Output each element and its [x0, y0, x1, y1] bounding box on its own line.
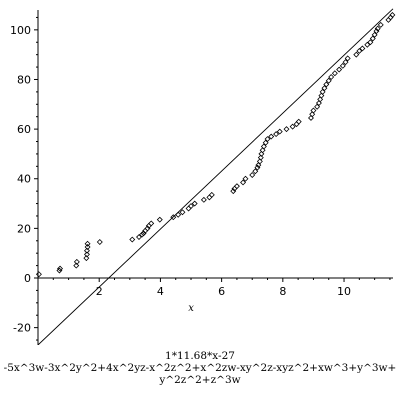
data-point [308, 114, 314, 121]
data-point [259, 147, 266, 154]
data-point [148, 220, 155, 227]
data-point [342, 59, 349, 66]
data-points-layer [35, 11, 396, 278]
data-point [295, 118, 302, 125]
data-point [249, 172, 256, 178]
data-point [314, 103, 321, 110]
data-point [344, 55, 351, 62]
data-point [185, 205, 192, 212]
data-point [256, 158, 263, 165]
data-point [240, 179, 247, 186]
data-point [325, 77, 332, 84]
data-point [84, 244, 91, 250]
caption-line-3: y^2z^2+z^3w [159, 374, 241, 386]
y-tick-label: -20 [13, 322, 31, 335]
y-tick-label: 40 [17, 173, 31, 186]
data-point [371, 31, 378, 38]
data-point [389, 11, 396, 18]
x-tick-label: 10 [337, 285, 351, 298]
data-point [339, 62, 346, 69]
data-point [255, 162, 262, 169]
data-point [273, 131, 280, 138]
fit-line-layer [37, 8, 394, 345]
data-point [83, 247, 90, 254]
data-point [170, 214, 177, 221]
data-point [336, 66, 343, 73]
data-point [321, 85, 328, 92]
data-point [377, 21, 384, 28]
data-point [356, 47, 363, 54]
data-point [309, 111, 316, 118]
data-point [318, 92, 325, 99]
data-point [319, 88, 326, 95]
data-point [367, 39, 374, 46]
data-point [188, 203, 194, 210]
data-point [323, 81, 330, 88]
caption-line-1: 1*11.68*x-27 [165, 350, 235, 362]
x-tick-label: 6 [218, 285, 225, 298]
x-tick-label: 8 [279, 285, 286, 298]
data-point [175, 211, 182, 218]
fit-line [37, 8, 394, 345]
axes-layer: 2 4 6 8 10 -20 0 20 40 60 80 100 [10, 10, 393, 345]
data-point [317, 96, 324, 103]
data-point [35, 271, 42, 278]
data-point [276, 128, 283, 135]
data-point [353, 51, 360, 58]
x-axis-label: x [188, 303, 194, 314]
data-point [129, 236, 136, 243]
data-point [264, 136, 271, 143]
data-point [374, 25, 381, 32]
data-point [96, 239, 103, 245]
data-point [191, 200, 198, 207]
data-point [73, 258, 80, 265]
data-point [289, 123, 296, 130]
data-point [206, 194, 213, 201]
data-point [73, 262, 80, 269]
data-point [262, 139, 269, 146]
data-point [83, 255, 90, 262]
data-point [283, 126, 290, 133]
data-point [257, 154, 264, 161]
data-point [242, 175, 249, 182]
y-tick-label: 20 [17, 222, 31, 235]
y-tick-label: 80 [17, 73, 31, 86]
data-point [179, 209, 186, 216]
data-point [136, 234, 142, 241]
data-point [139, 231, 146, 238]
caption-line-2: -5x^3w-3x^2y^2+4x^2yz-x^2z^2+x^2zw-xy^2z… [3, 362, 397, 374]
data-point [328, 74, 335, 80]
data-point [258, 150, 265, 157]
scatter-plot: 2 4 6 8 10 -20 0 20 40 60 80 100 x [10, 8, 396, 345]
data-point [252, 168, 259, 175]
data-point [364, 41, 371, 48]
data-point [315, 100, 322, 107]
data-point [208, 191, 215, 198]
data-point [156, 216, 163, 223]
y-tick-label: 60 [17, 123, 31, 136]
data-point [57, 265, 64, 272]
data-point [359, 45, 366, 52]
y-tick-label: 100 [10, 24, 31, 37]
data-point [140, 230, 147, 237]
x-tick-label: 2 [96, 285, 103, 298]
data-point [260, 143, 267, 150]
data-point [331, 70, 338, 77]
y-tick-label: 0 [24, 272, 31, 285]
data-point [369, 35, 376, 42]
data-point [310, 107, 317, 114]
data-point [200, 196, 207, 203]
data-point [268, 133, 275, 140]
data-point [233, 183, 240, 190]
data-point [84, 240, 91, 247]
data-point [83, 251, 90, 258]
x-tick-label: 4 [157, 285, 164, 298]
